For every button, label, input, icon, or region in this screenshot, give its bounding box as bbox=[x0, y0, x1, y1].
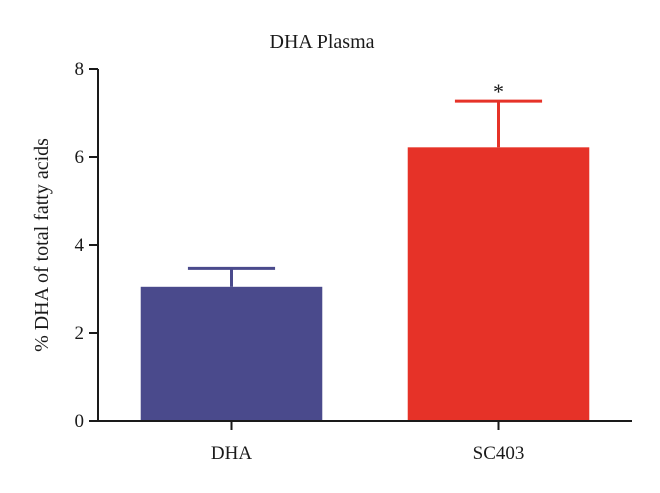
y-tick-label: 4 bbox=[75, 235, 85, 256]
bars bbox=[140, 147, 590, 421]
error-bars: * bbox=[187, 79, 543, 287]
chart-title: DHA Plasma bbox=[270, 31, 375, 53]
x-axis-tick-labels: DHA SC403 bbox=[211, 421, 524, 464]
significance-marker: * bbox=[493, 79, 504, 104]
y-tick-label: 0 bbox=[75, 411, 85, 432]
y-tick-label: 2 bbox=[75, 323, 85, 344]
y-axis-ticks: 0 2 4 6 8 bbox=[75, 59, 98, 432]
x-tick-label: DHA bbox=[211, 443, 252, 464]
y-tick-label: 6 bbox=[75, 147, 85, 168]
bar-sc403 bbox=[407, 147, 590, 421]
y-tick-label: 8 bbox=[75, 59, 85, 80]
x-tick-label: SC403 bbox=[473, 443, 525, 464]
y-axis-label: % DHA of total fatty acids bbox=[31, 138, 53, 352]
bar-dha bbox=[140, 286, 323, 421]
